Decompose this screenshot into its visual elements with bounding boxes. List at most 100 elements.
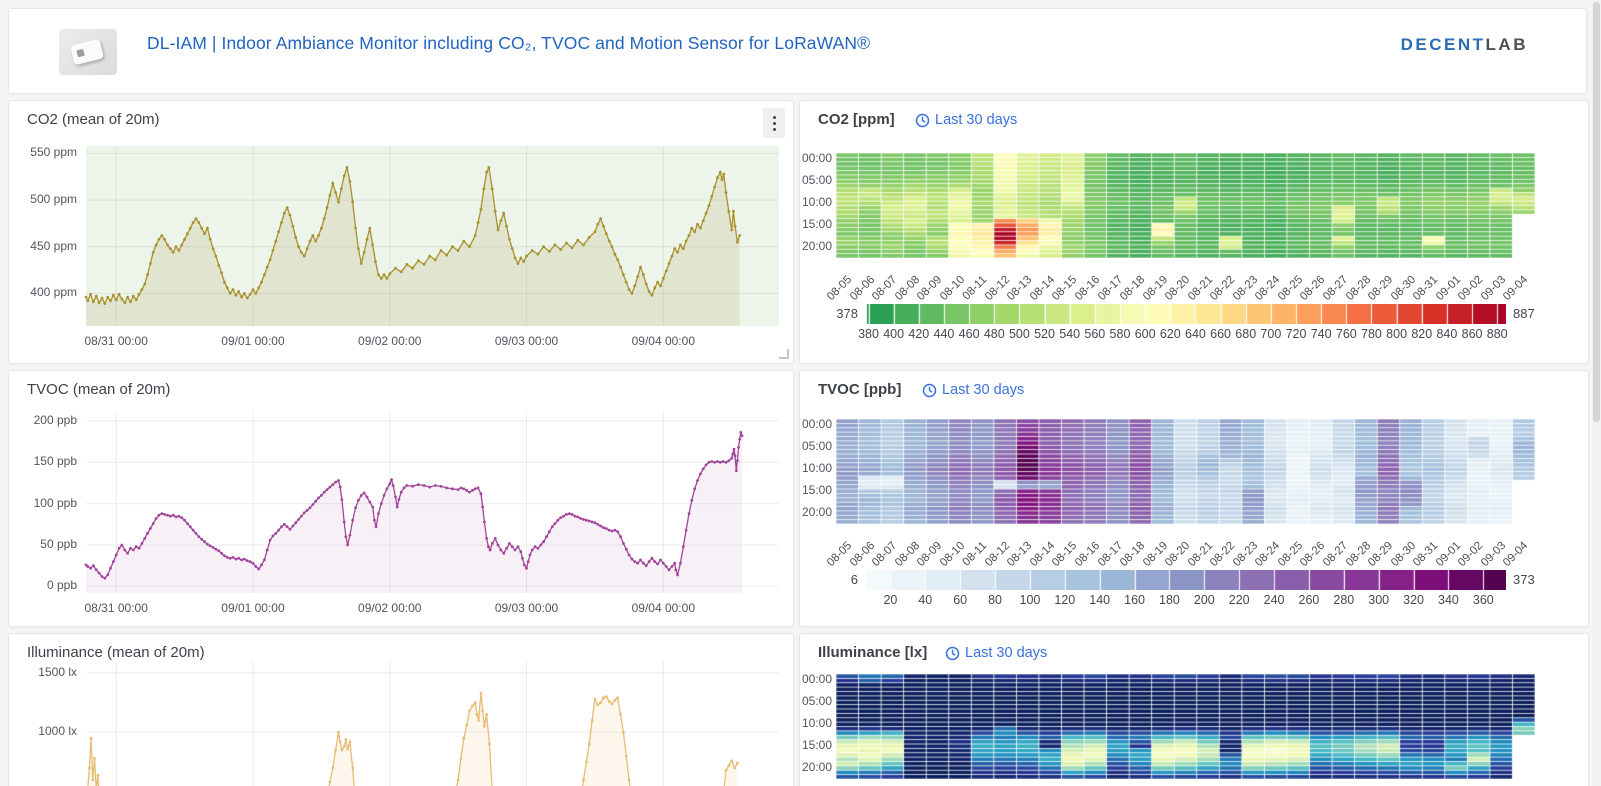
- hour-axis-label: 05:00: [802, 693, 833, 708]
- colorbar-tick-label: 320: [1403, 593, 1424, 607]
- colorbar-tick-label: 500: [1008, 327, 1030, 341]
- x-axis-label: 09/04 00:00: [631, 334, 695, 348]
- x-axis-label: 09/03 00:00: [494, 334, 559, 348]
- hour-axis-label: 10:00: [802, 715, 833, 730]
- hour-axis-label: 15:00: [802, 737, 833, 752]
- x-axis-label: 09/01 00:00: [221, 601, 285, 615]
- colorbar-tick-label: 280: [1333, 593, 1355, 607]
- hour-axis-label: 15:00: [802, 482, 833, 497]
- colorbar-tick-label: 740: [1310, 327, 1332, 341]
- date-axis-label: 08-31: [1411, 539, 1441, 570]
- colorbar-tick-label: 80: [988, 593, 1002, 607]
- panel-resize-handle[interactable]: [779, 349, 789, 359]
- line-plot[interactable]: [9, 371, 793, 626]
- date-axis-label: 08-12: [982, 539, 1013, 570]
- date-axis-label: 08-05: [824, 539, 855, 570]
- y-axis-label: 400 ppm: [30, 285, 77, 300]
- hour-axis-label: 20:00: [802, 238, 833, 253]
- panel-title: TVOC (mean of 20m): [27, 381, 171, 398]
- date-axis-label: 08-09: [915, 273, 945, 304]
- date-axis-label: 08-16: [1072, 273, 1103, 304]
- date-axis-label: 08-23: [1230, 539, 1261, 570]
- date-axis-label: 08-20: [1163, 273, 1193, 304]
- date-axis-label: 08-15: [1050, 273, 1080, 304]
- colorbar-tick-label: 800: [1386, 327, 1408, 341]
- date-axis-label: 08-29: [1366, 539, 1396, 570]
- date-axis-label: 08-24: [1253, 539, 1283, 570]
- time-range-link[interactable]: Last 30 days: [945, 645, 1047, 661]
- colorbar-tick-label: 160: [1124, 593, 1145, 607]
- line-plot[interactable]: [9, 101, 793, 363]
- colorbar-tick-label: 720: [1285, 327, 1307, 341]
- date-axis-label: 08-14: [1027, 539, 1058, 570]
- time-range-link[interactable]: Last 30 days: [915, 112, 1017, 128]
- date-axis-label: 09-02: [1456, 273, 1486, 304]
- y-axis-label: 200 ppb: [33, 412, 77, 427]
- date-axis-label: 08-21: [1185, 273, 1215, 304]
- colorbar-tick-label: 640: [1184, 327, 1206, 341]
- panel-menu-kebab-icon[interactable]: [763, 108, 785, 138]
- clock-icon: [945, 646, 960, 660]
- date-axis-label: 08-22: [1208, 273, 1238, 304]
- panel-title: Illuminance [lx]: [818, 644, 928, 661]
- scrollbar-thumb[interactable]: [1593, 2, 1600, 422]
- colorbar-tick-label: 820: [1411, 327, 1433, 341]
- y-axis-label: 150 ppb: [33, 454, 77, 469]
- hour-axis-label: 00:00: [802, 151, 833, 165]
- colorbar-tick-label: 620: [1159, 327, 1181, 341]
- date-axis-label: 08-07: [870, 539, 900, 570]
- date-axis-label: 08-30: [1388, 273, 1418, 304]
- clock-icon: [915, 113, 930, 127]
- date-axis-label: 08-09: [915, 539, 945, 570]
- heatmap-cells[interactable]: [836, 419, 1535, 524]
- colorbar-tick-label: 300: [1368, 593, 1390, 607]
- date-axis-label: 08-25: [1275, 539, 1306, 570]
- colorbar-tick-label: 760: [1335, 327, 1357, 341]
- date-axis-label: 08-19: [1140, 273, 1170, 304]
- y-axis-label: 1000 lx: [38, 724, 77, 739]
- co2-line-chart[interactable]: 550 ppm 500 ppm 450 ppm 400 ppm 08/31 00:00 0…: [9, 101, 793, 363]
- date-axis-label: 08-05: [824, 273, 855, 304]
- scrollbar[interactable]: [1592, 0, 1601, 786]
- x-axis-label: 08/31 00:00: [84, 334, 148, 348]
- co2-heatmap-chart[interactable]: 00:00 05:00 10:00 15:00 20:00 08-05 08-06 08-07…: [800, 101, 1588, 363]
- date-axis-label: 08-19: [1140, 539, 1170, 570]
- panel-title: TVOC [ppb]: [818, 381, 902, 398]
- panel-illuminance-heatmap: Illuminance [lx] Last 30 days 00:00 05:00…: [799, 633, 1589, 786]
- x-axis-label: 09/02 00:00: [358, 601, 422, 615]
- date-axis-label: 08-18: [1118, 273, 1148, 304]
- date-axis-label: 08-22: [1208, 539, 1238, 570]
- date-axis-label: 08-06: [847, 539, 877, 570]
- colorbar: [866, 570, 1506, 590]
- colorbar-tick-label: 540: [1059, 327, 1081, 341]
- tvoc-line-chart[interactable]: 200 ppb 150 ppb 100 ppb 50 ppb 0 ppb 08/31 00…: [9, 371, 793, 626]
- date-axis-label: 08-29: [1366, 273, 1396, 304]
- date-axis-label: 09-02: [1456, 539, 1486, 570]
- colorbar-tick-label: 340: [1438, 593, 1459, 607]
- x-axis-label: 08/31 00:00: [84, 601, 148, 615]
- line-plot[interactable]: [9, 634, 793, 786]
- colorbar-min-label: 6: [850, 572, 858, 587]
- heatmap-cells[interactable]: [836, 674, 1535, 779]
- illuminance-heatmap-chart[interactable]: 00:0005:0010:0015:0020:0008-0508-0608-07…: [800, 634, 1588, 786]
- x-axis-label: 09/02 00:00: [358, 334, 422, 348]
- y-axis-label: 1500 lx: [38, 664, 77, 679]
- date-axis-label: 08-20: [1163, 539, 1193, 570]
- date-axis-label: 08-13: [1005, 273, 1035, 304]
- colorbar-tick-label: 200: [1193, 593, 1215, 607]
- heatmap-cells[interactable]: [836, 153, 1535, 258]
- colorbar-tick-label: 20: [883, 593, 898, 607]
- date-axis-label: 08-13: [1005, 539, 1035, 570]
- dashboard-title-link[interactable]: DL-IAM | Indoor Ambiance Monitor includi…: [147, 33, 871, 53]
- date-axis-label: 08-06: [847, 273, 877, 304]
- panel-tvoc-line: TVOC (mean of 20m) 200 ppb 150 ppb 100 ppb…: [8, 370, 794, 627]
- tvoc-heatmap-chart[interactable]: 00:00 05:00 10:00 15:00 20:00 08-05 08-06 08-07…: [800, 371, 1588, 626]
- time-range-link[interactable]: Last 30 days: [922, 382, 1024, 398]
- date-axis-label: 09-01: [1433, 273, 1464, 304]
- panel-title: CO2 (mean of 20m): [27, 111, 160, 128]
- colorbar-tick-label: 400: [883, 327, 905, 341]
- colorbar-tick-label: 220: [1228, 593, 1250, 607]
- hour-axis-label: 20:00: [802, 759, 833, 774]
